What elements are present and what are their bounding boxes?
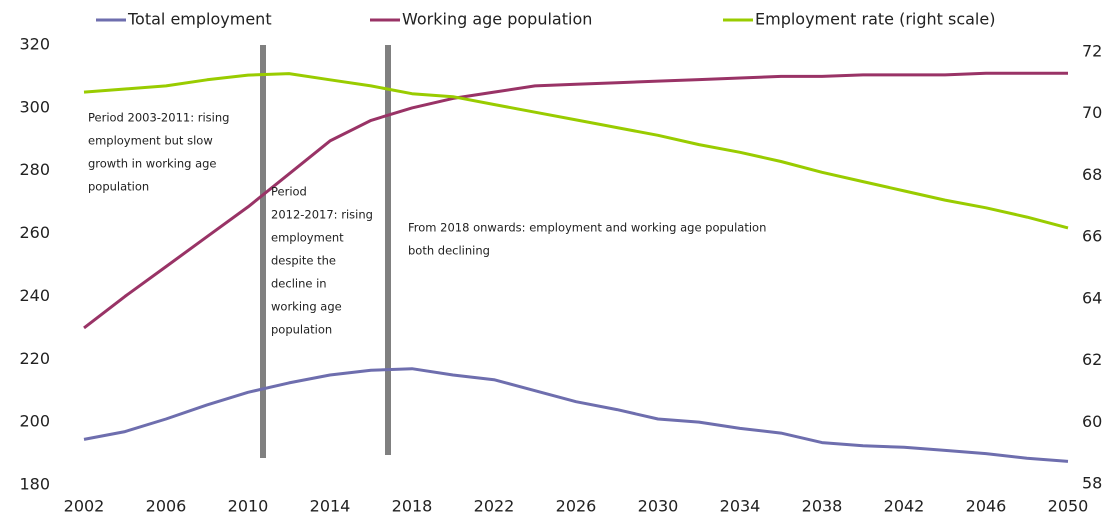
annotation: 2012-2017: rising xyxy=(271,208,373,222)
annotation: employment xyxy=(271,231,344,245)
annotation: decline in xyxy=(271,277,327,291)
annotation: both declining xyxy=(408,244,490,258)
annotation: Period xyxy=(271,185,307,199)
annotation: despite the xyxy=(271,254,336,268)
y2-tick-label: 60 xyxy=(1082,412,1102,431)
y-tick-label: 200 xyxy=(19,412,50,431)
y2-tick-label: 64 xyxy=(1082,288,1102,307)
y-tick-label: 300 xyxy=(19,97,50,116)
x-tick-label: 2042 xyxy=(884,497,925,516)
x-tick-label: 2038 xyxy=(802,497,843,516)
y-tick-label: 320 xyxy=(19,35,50,54)
y-tick-label: 280 xyxy=(19,160,50,179)
series-line xyxy=(83,71,1068,330)
legend-label: Employment rate (right scale) xyxy=(755,10,995,29)
legend-label: Working age population xyxy=(402,10,592,29)
annotation: employment but slow xyxy=(88,134,213,148)
y-tick-label: 260 xyxy=(19,223,50,242)
y-tick-label: 240 xyxy=(19,286,50,305)
period-divider xyxy=(385,45,391,455)
x-tick-label: 2022 xyxy=(474,497,515,516)
annotation: population xyxy=(88,180,149,194)
y2-tick-label: 72 xyxy=(1082,42,1102,61)
x-tick-label: 2034 xyxy=(720,497,761,516)
legend-label: Total employment xyxy=(127,10,272,29)
series-line xyxy=(83,367,1069,463)
annotation: population xyxy=(271,323,332,337)
x-tick-label: 2006 xyxy=(146,497,187,516)
annotation: From 2018 onwards: employment and workin… xyxy=(408,221,766,235)
x-tick-label: 2026 xyxy=(556,497,597,516)
y2-tick-label: 70 xyxy=(1082,103,1102,122)
y2-tick-label: 68 xyxy=(1082,165,1102,184)
x-tick-label: 2050 xyxy=(1048,497,1089,516)
annotation: growth in working age xyxy=(88,157,217,171)
y-tick-label: 180 xyxy=(19,475,50,494)
annotation: working age xyxy=(271,300,342,314)
series-line xyxy=(83,72,1069,230)
y-tick-label: 220 xyxy=(19,349,50,368)
y2-tick-label: 66 xyxy=(1082,227,1102,246)
x-tick-label: 2014 xyxy=(310,497,351,516)
x-tick-label: 2002 xyxy=(64,497,105,516)
annotation: Period 2003-2011: rising xyxy=(88,111,229,125)
x-tick-label: 2010 xyxy=(228,497,269,516)
y2-tick-label: 58 xyxy=(1082,474,1102,493)
x-tick-label: 2046 xyxy=(966,497,1007,516)
x-tick-label: 2018 xyxy=(392,497,433,516)
period-divider xyxy=(260,45,266,458)
y2-tick-label: 62 xyxy=(1082,350,1102,369)
x-tick-label: 2030 xyxy=(638,497,679,516)
